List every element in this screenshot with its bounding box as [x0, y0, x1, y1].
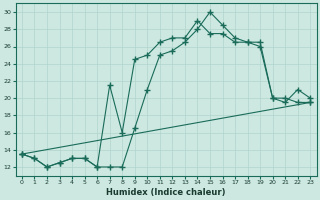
X-axis label: Humidex (Indice chaleur): Humidex (Indice chaleur) — [106, 188, 226, 197]
